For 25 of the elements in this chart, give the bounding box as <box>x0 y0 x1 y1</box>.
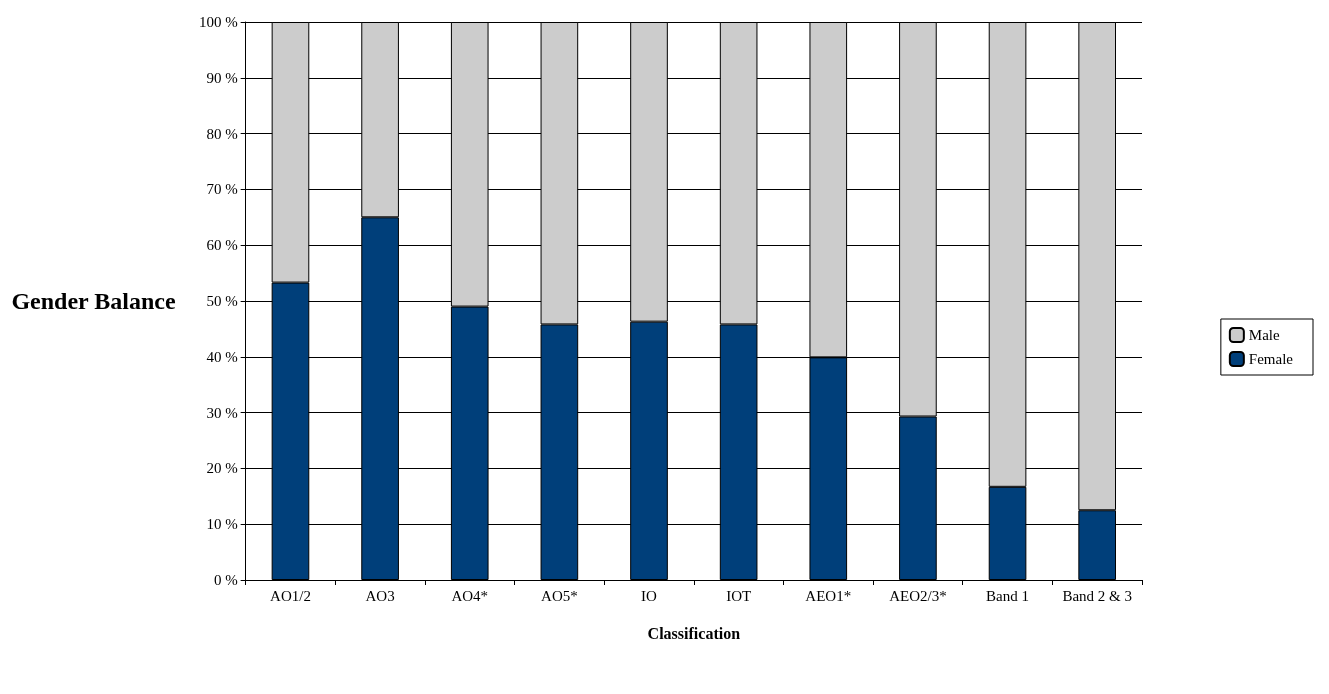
x-tick-label: AO4* <box>451 587 489 604</box>
x-tick-label: AEO1* <box>805 587 852 604</box>
x-tick-label: AO5* <box>541 587 578 604</box>
x-tick-label: IOT <box>726 587 752 604</box>
y-tick-label: 90 % <box>206 69 238 86</box>
x-tick-label: Band 2 & 3 <box>1062 587 1132 604</box>
x-tick-label: Band 1 <box>986 587 1030 604</box>
x-tick-label: AEO2/3* <box>889 587 947 604</box>
y-tick-label: 80 % <box>206 125 238 142</box>
y-tick-label: 60 % <box>206 237 238 254</box>
y-tick-label: 10 % <box>206 516 238 533</box>
x-tick-label: AO1/2 <box>270 587 311 604</box>
y-tick-label: 40 % <box>206 348 238 365</box>
y-tick-label: 100 % <box>198 14 238 30</box>
legend-label: Female <box>1248 351 1294 367</box>
y-tick-label: 30 % <box>206 404 238 421</box>
y-tick-label: 50 % <box>206 293 238 309</box>
x-tick-label: IO <box>641 587 658 604</box>
y-tick-label: 0 % <box>213 572 238 588</box>
x-axis-title: Classification <box>647 624 741 642</box>
x-tick-label: AO3 <box>365 587 395 604</box>
legend-label: Male <box>1248 327 1281 343</box>
y-axis-title: Gender Balance <box>11 288 176 314</box>
y-tick-label: 70 % <box>206 181 238 198</box>
y-tick-label: 20 % <box>206 460 238 477</box>
